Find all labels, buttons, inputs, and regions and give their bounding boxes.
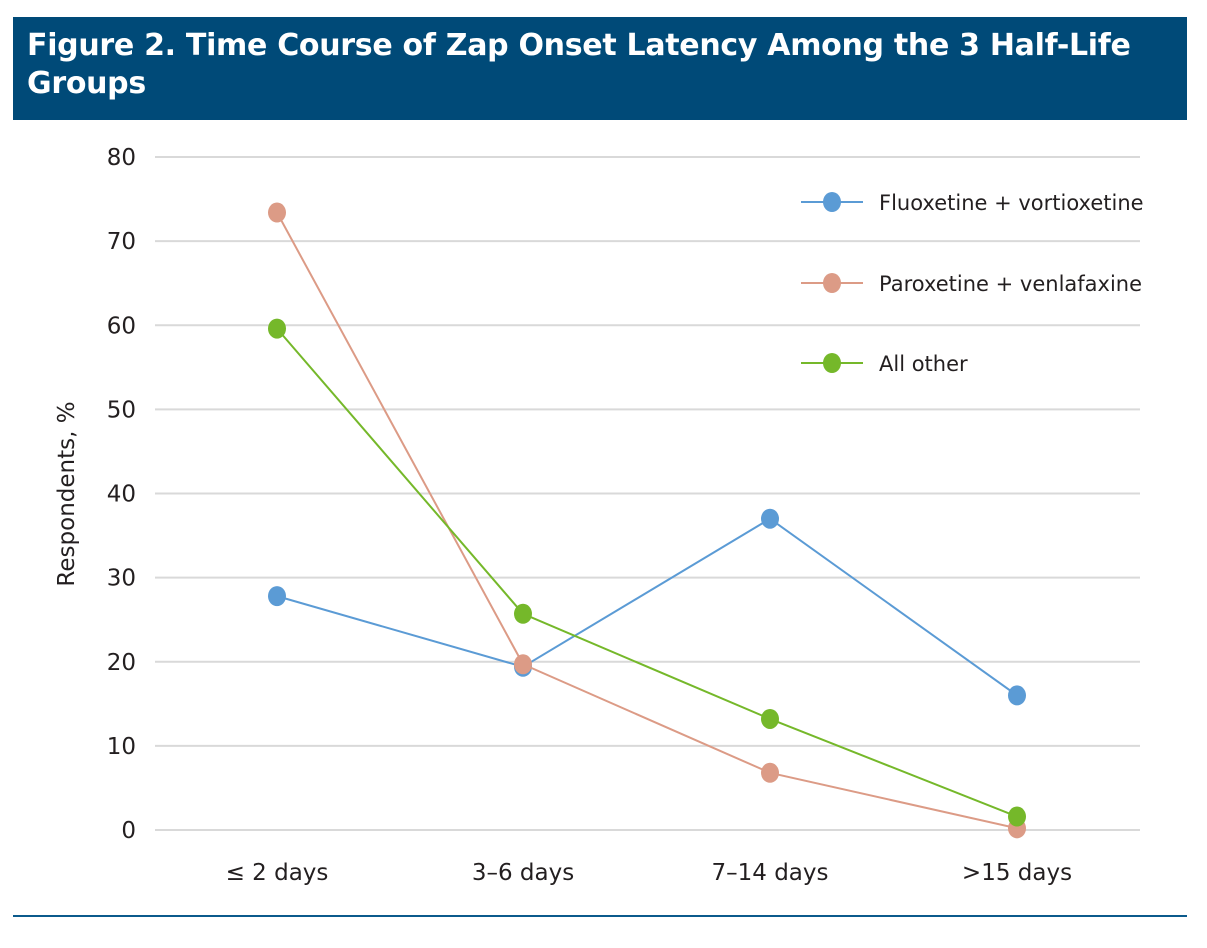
bottom-divider (13, 915, 1187, 917)
legend-label: Fluoxetine + vortioxetine (879, 191, 1144, 215)
x-tick-label: >15 days (962, 860, 1072, 886)
gridlines (155, 156, 1140, 831)
legend-item: Fluoxetine + vortioxetine (801, 191, 1144, 215)
series-3 (268, 318, 1026, 827)
series-2 (268, 202, 1026, 839)
x-tick-label: ≤ 2 days (226, 860, 329, 886)
y-axis-title: Respondents, % (54, 401, 80, 586)
legend-marker (823, 192, 841, 212)
data-point (1008, 806, 1026, 827)
legend-label: Paroxetine + venlafaxine (879, 272, 1142, 296)
y-tick-label: 0 (121, 818, 136, 844)
y-tick-label: 80 (107, 145, 136, 171)
y-tick-label: 70 (107, 229, 136, 255)
legend-marker (823, 273, 841, 293)
series-1 (268, 508, 1026, 706)
data-point (268, 318, 286, 339)
y-tick-label: 30 (107, 566, 136, 592)
figure-title: Figure 2. Time Course of Zap Onset Laten… (27, 28, 1131, 101)
series-line (276, 212, 1018, 830)
series-line (276, 517, 1018, 697)
data-point (514, 603, 532, 624)
figure-title-bar: Figure 2. Time Course of Zap Onset Laten… (13, 17, 1187, 120)
data-point (268, 586, 286, 607)
y-tick-label: 20 (107, 650, 136, 676)
y-tick-label: 10 (107, 734, 136, 760)
series-line (276, 327, 1018, 818)
data-point (761, 762, 779, 783)
legend-marker (823, 353, 841, 373)
data-point (514, 654, 532, 675)
series-group (268, 202, 1026, 839)
y-tick-label: 60 (107, 313, 136, 339)
data-point (761, 508, 779, 529)
y-tick-label: 50 (107, 397, 136, 423)
x-axis-ticks: ≤ 2 days 3–6 days 7–14 days >15 days (226, 860, 1072, 886)
data-point (268, 202, 286, 223)
legend: Fluoxetine + vortioxetine Paroxetine + ve… (801, 191, 1144, 376)
legend-item: Paroxetine + venlafaxine (801, 272, 1142, 296)
x-tick-label: 3–6 days (472, 860, 574, 886)
legend-item: All other (801, 352, 968, 376)
x-tick-label: 7–14 days (712, 860, 829, 886)
legend-label: All other (879, 352, 968, 376)
data-point (1008, 685, 1026, 706)
data-point (761, 708, 779, 729)
y-axis-ticks: 0 10 20 30 40 50 60 70 80 (107, 145, 136, 844)
y-tick-label: 40 (107, 482, 136, 508)
